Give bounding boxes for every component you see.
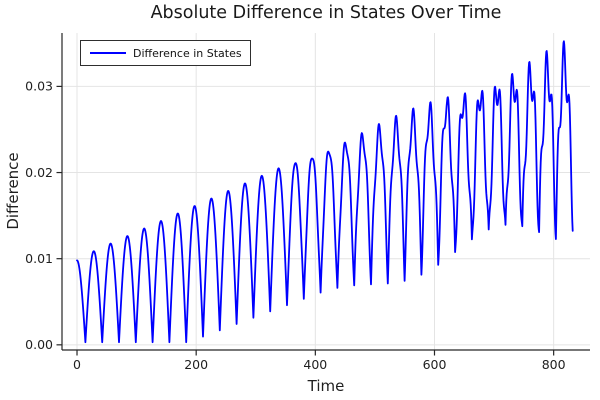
chart-title: Absolute Difference in States Over Time (150, 3, 502, 23)
legend-line-sample (90, 52, 126, 54)
y-tick-label: 0.01 (25, 251, 53, 266)
y-tick-label: 0.03 (25, 79, 53, 94)
legend-box: Difference in States (80, 40, 251, 66)
y-tick-label: 0.00 (25, 337, 53, 352)
x-tick-label: 800 (542, 357, 566, 372)
y-axis-label: Difference (4, 152, 22, 230)
x-axis-label: Time (307, 377, 345, 395)
difference-series-line (76, 40, 574, 344)
x-tick-label: 600 (423, 357, 447, 372)
y-tick-label: 0.02 (25, 165, 53, 180)
x-tick-label: 0 (73, 357, 81, 372)
x-tick-label: 200 (184, 357, 208, 372)
legend-entry-label: Difference in States (133, 46, 242, 60)
x-tick-label: 400 (303, 357, 327, 372)
